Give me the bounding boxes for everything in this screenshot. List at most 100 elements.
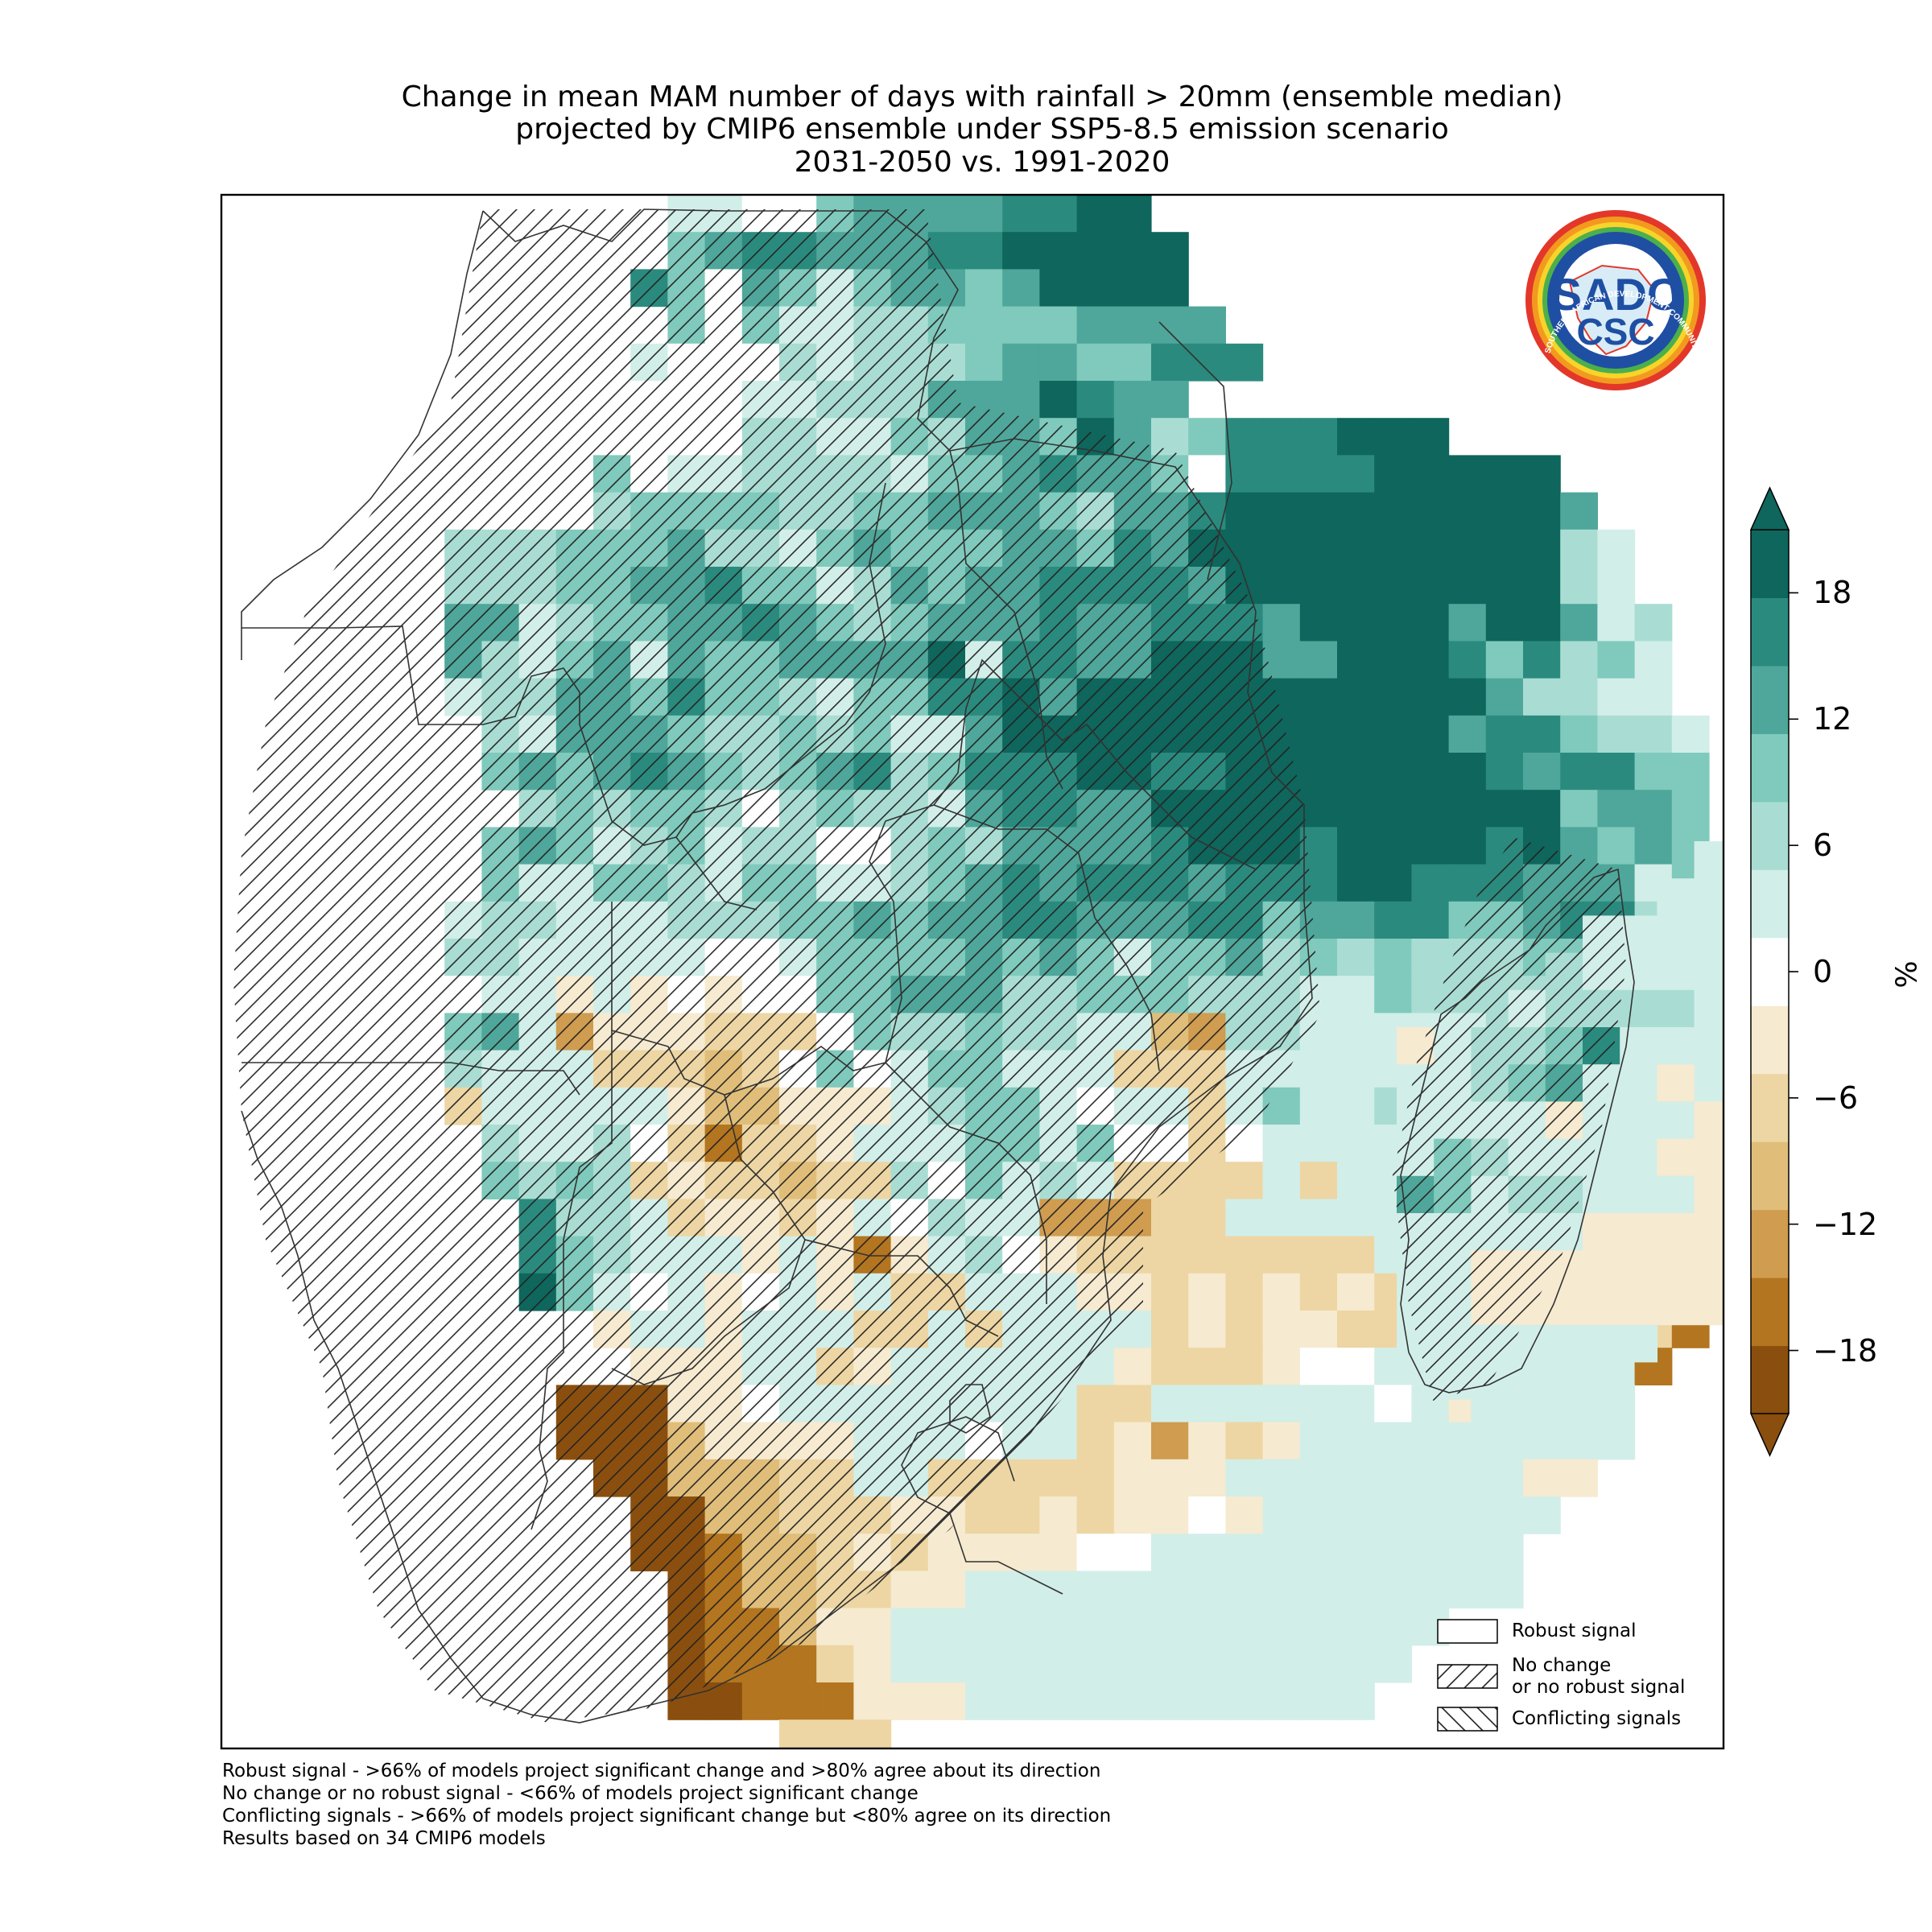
grid-cell [1299,1273,1338,1311]
grid-cell [1671,790,1710,828]
grid-cell [1151,1534,1189,1571]
grid-cell [1337,418,1375,456]
grid-cell [1448,1496,1487,1534]
grid-cell [1523,492,1561,530]
grid-cell [1002,1645,1040,1683]
grid-cell [1523,715,1561,753]
grid-cell [1657,915,1695,954]
grid-cell [1299,567,1338,605]
grid-cell [1113,1645,1152,1683]
grid-cell [1560,753,1598,791]
grid-cell [1560,715,1598,753]
grid-cell [1188,306,1226,345]
grid-cell [1188,1534,1226,1571]
grid-cell [1374,1385,1412,1423]
grid-cell [1002,1534,1040,1571]
grid-cell [1225,1422,1264,1460]
footnote-models: Results based on 34 CMIP6 models [222,1828,546,1849]
grid-cell [965,1571,1003,1609]
hatch-overlay [233,209,1626,1723]
grid-cell [1583,1361,1620,1400]
grid-cell [1262,1199,1301,1237]
grid-cell [1225,1162,1264,1199]
grid-cell [1620,1250,1657,1288]
grid-cell [1299,1496,1338,1534]
grid-cell [1076,269,1115,308]
grid-cell [1337,1385,1375,1423]
grid-cell [1337,641,1375,679]
grid-cell [1337,529,1375,568]
grid-cell [1694,1175,1724,1214]
grid-cell [1262,567,1301,605]
grid-cell [890,1608,929,1646]
grid-cell [1299,604,1338,642]
grid-cell [1299,790,1338,828]
grid-cell [1560,678,1598,716]
grid-cell [1151,1682,1189,1720]
sadc-csc-logo: SADC CSC SOUTHERN AFRICAN DEVELOPMENT CO… [1525,210,1706,467]
grid-cell [1374,529,1412,568]
grid-cell [1039,343,1078,382]
grid-cell [1597,790,1636,828]
grid-cell [1657,1027,1695,1065]
legend-label-no-change: No change [1512,1655,1612,1676]
grid-cell [1113,1385,1152,1423]
grid-cell [1485,1496,1524,1534]
grid-cell [1337,492,1375,530]
grid-cell [1485,678,1524,716]
grid-cell [1299,1162,1338,1199]
grid-cell [1113,343,1152,382]
grid-cell [1634,753,1673,791]
grid-cell [1374,1534,1412,1571]
grid-cell [1620,1175,1657,1214]
grid-cell [1411,1534,1450,1571]
grid-cell [1188,1459,1226,1497]
grid-cell [1299,1571,1338,1609]
grid-cell [1523,790,1561,828]
grid-cell [1337,1496,1375,1534]
colorbar-segment [1751,1209,1789,1278]
grid-cell [1337,753,1375,791]
grid-cell [1657,1175,1695,1214]
grid-cell [1225,1199,1264,1237]
grid-cell [1337,827,1375,865]
grid-cell [1806,1027,1843,1065]
grid-cell [1485,492,1524,530]
grid-cell [853,1645,892,1683]
grid-cell [1597,641,1636,679]
grid-cell [1485,1571,1524,1609]
grid-cell [1039,1534,1078,1571]
grid-cell [1337,1236,1375,1274]
grid-cell [1337,1459,1375,1497]
grid-cell [1657,1250,1695,1288]
grid-cell [1448,1534,1487,1571]
grid-cell [1485,455,1524,493]
colorbar-tick-label: −12 [1813,1206,1878,1242]
grid-cell [1188,1571,1226,1609]
grid-cell [779,1645,817,1683]
grid-cell [1694,915,1724,954]
grid-cell [1337,1013,1375,1051]
grid-cell [1299,641,1338,679]
grid-cell [1262,1162,1301,1199]
grid-cell [1485,753,1524,791]
grid-cell [1597,567,1636,605]
grid-cell [1002,1608,1040,1646]
grid-cell [965,269,1003,308]
grid-cell [1262,1496,1301,1534]
grid-cell [927,1571,966,1609]
grid-cell [1523,1459,1561,1497]
grid-cell [1188,418,1226,456]
grid-cell [1337,604,1375,642]
grid-cell [1374,1459,1412,1497]
grid-cell [1448,753,1487,791]
grid-cell [965,1608,1003,1646]
footnote-conflicting: Conflicting signals - >66% of models pro… [222,1806,1112,1827]
grid-cell [1560,604,1598,642]
grid-cell [1076,1534,1115,1571]
grid-cell [1583,1324,1620,1363]
grid-cell [1545,1361,1583,1400]
grid-cell [1225,1311,1264,1348]
grid-cell [1076,1459,1115,1497]
grid-cell [1262,1459,1301,1497]
